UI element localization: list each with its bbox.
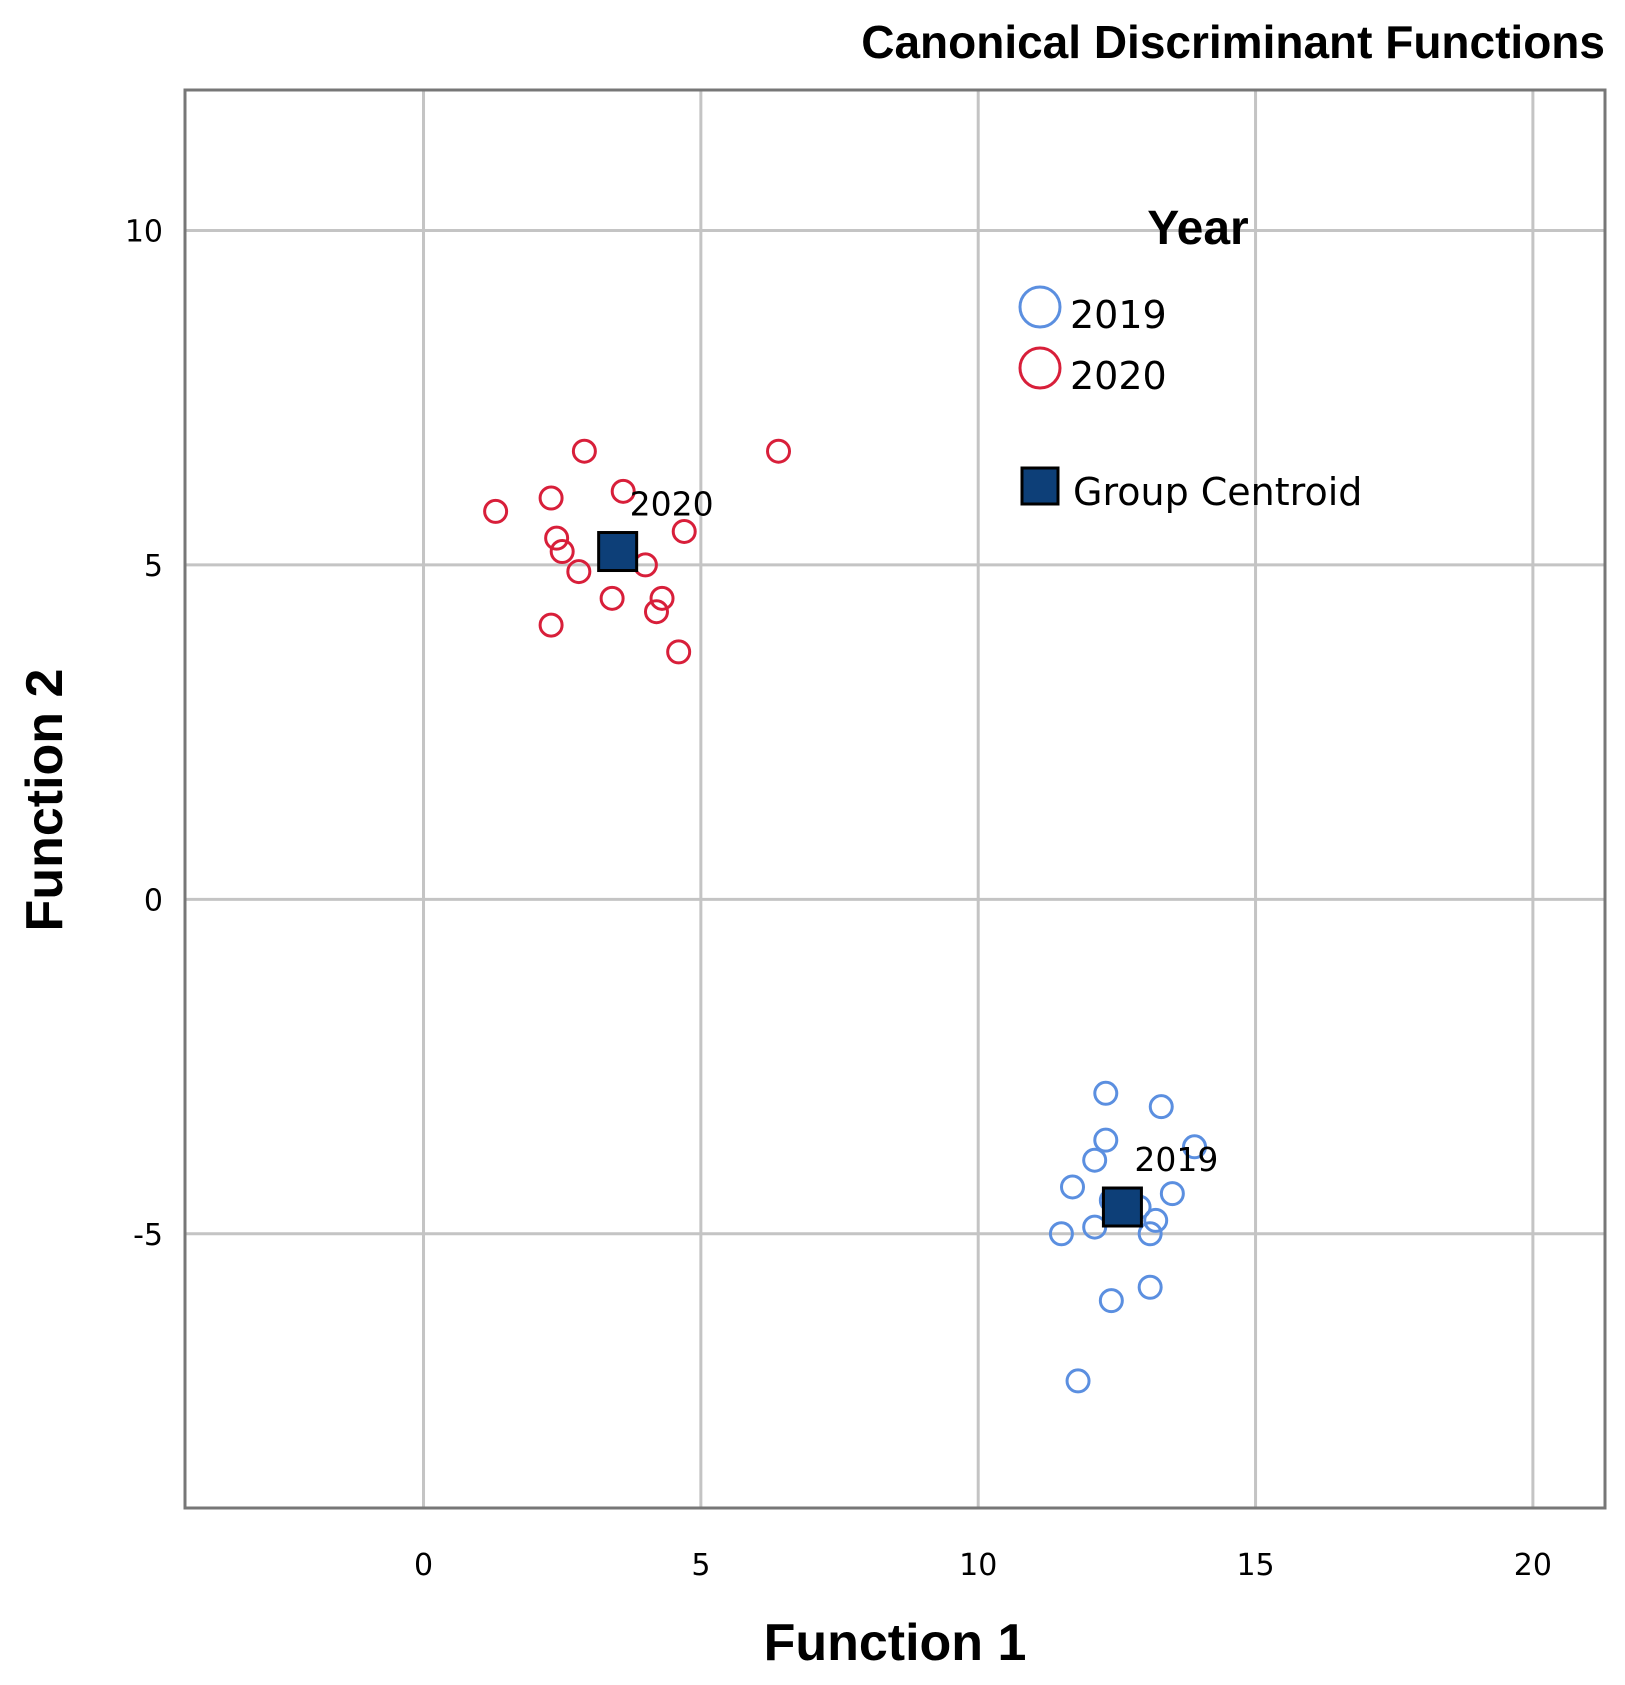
y-tick-label: 0	[144, 883, 163, 918]
data-point-2020	[766, 438, 792, 464]
data-points	[483, 438, 1208, 1394]
data-point-2020	[649, 585, 675, 611]
legend-marker-centroid	[1020, 466, 1060, 506]
data-point-2019	[1137, 1274, 1163, 1300]
data-point-2020	[599, 585, 625, 611]
legend-label-2019: 2019	[1070, 293, 1167, 337]
data-point-2020	[566, 559, 592, 585]
data-point-2020	[666, 639, 692, 665]
plot-frame	[183, 88, 1607, 1510]
data-point-2019	[1082, 1147, 1108, 1173]
centroid-marker-2019	[1101, 1186, 1143, 1228]
axis-ticks: 0 5 10 15 20 10 5 0 -5	[125, 214, 1552, 1583]
data-point-2020	[671, 518, 697, 544]
x-tick-label: 0	[414, 1548, 433, 1583]
legend-marker-2019	[1018, 285, 1062, 329]
x-axis-title: Function 1	[764, 1614, 1027, 1672]
x-tick-label: 15	[1236, 1548, 1274, 1583]
chart-title: Canonical Discriminant Functions	[861, 16, 1605, 68]
y-tick-label: 5	[144, 549, 163, 584]
data-point-2020	[549, 539, 575, 565]
data-point-2019	[1148, 1094, 1174, 1120]
centroid-marker-2020	[597, 531, 639, 573]
legend-title: Year	[1147, 202, 1248, 255]
data-point-2020	[544, 525, 570, 551]
data-point-2019	[1137, 1221, 1163, 1247]
centroid-label-2020: 2020	[630, 485, 714, 524]
data-point-2019	[1065, 1368, 1091, 1394]
legend-marker-2020	[1018, 346, 1062, 390]
y-tick-label: -5	[133, 1218, 163, 1253]
legend: Year 2019 2020 Group Centroid	[1018, 202, 1362, 514]
y-tick-label: 10	[125, 214, 163, 249]
legend-label-2020: 2020	[1070, 354, 1167, 398]
legend-label-centroid: Group Centroid	[1073, 470, 1362, 514]
data-point-2020	[610, 478, 636, 504]
data-point-2019	[1143, 1207, 1169, 1233]
group-centroids: 2020 2019	[597, 485, 1218, 1228]
x-tick-label: 20	[1514, 1548, 1552, 1583]
data-point-2019	[1098, 1288, 1124, 1314]
data-point-2019	[1093, 1127, 1119, 1153]
data-point-2020	[538, 612, 564, 638]
y-axis-title: Function 2	[16, 669, 74, 932]
data-point-2019	[1060, 1174, 1085, 1200]
data-point-2019	[1182, 1134, 1208, 1160]
grid-lines	[185, 90, 1605, 1508]
centroid-label-2019: 2019	[1134, 1140, 1218, 1179]
x-tick-label: 10	[959, 1548, 997, 1583]
data-point-2020	[538, 485, 564, 511]
data-point-2019	[1048, 1221, 1074, 1247]
data-point-2020	[643, 599, 669, 625]
data-point-2020	[483, 498, 509, 524]
data-point-2019	[1093, 1080, 1119, 1106]
x-tick-label: 5	[691, 1548, 710, 1583]
data-point-2019	[1159, 1181, 1185, 1207]
data-point-2020	[571, 438, 597, 464]
